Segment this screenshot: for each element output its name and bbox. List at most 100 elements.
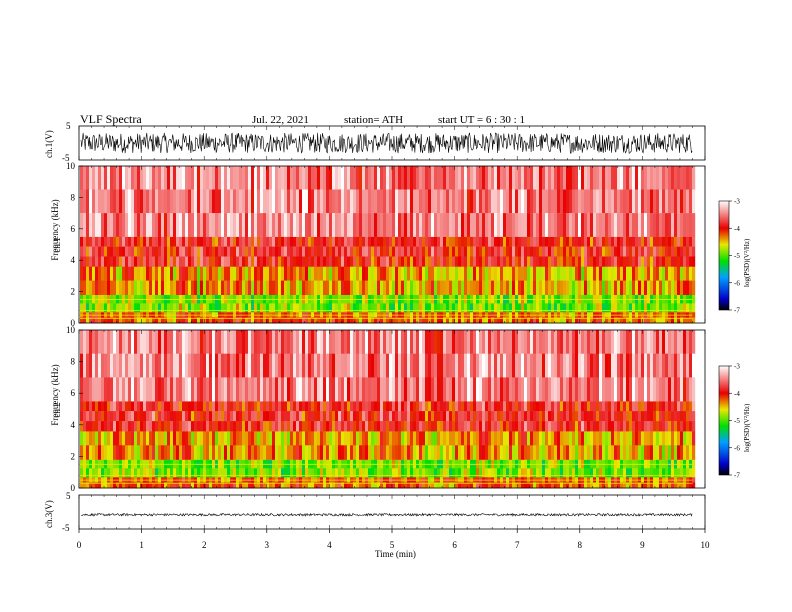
ch2-spectrogram-cell — [182, 421, 186, 432]
ch2-spectrogram-cell — [113, 482, 117, 489]
ch1-spectrogram-cell — [305, 266, 309, 281]
ch2-spectrogram-cell — [359, 411, 363, 422]
ch2-spectrogram-cell — [434, 431, 438, 446]
ch1-spectrogram-cell — [395, 256, 399, 267]
ch2-spectrogram-cell — [563, 468, 567, 478]
ch2-spectrogram-cell — [113, 353, 117, 378]
ch1-spectrogram-cell — [347, 303, 351, 313]
ch1-spectrogram-cell — [692, 236, 696, 247]
ch1-spectrogram-cell — [194, 303, 198, 313]
ch1-spectrogram-cell — [257, 266, 261, 281]
ch1-spectrogram-cell — [449, 189, 453, 214]
ch1-spectrogram-cell — [536, 246, 540, 257]
ch2-spectrogram-cell — [305, 431, 309, 446]
ch2-spectrogram-cell — [278, 353, 282, 378]
ch1-spectrogram-cell — [470, 246, 474, 257]
ch1-spectrogram-cell — [449, 166, 453, 190]
ch2-spectrogram-cell — [221, 401, 225, 412]
ch2-spectrogram-cell — [92, 445, 96, 460]
ch2-spectrogram-cell — [251, 401, 255, 412]
ch2-spectrogram-cell — [410, 411, 414, 422]
ch2-spectrogram-cell — [527, 445, 531, 460]
ch2-spectrogram-cell — [125, 468, 129, 478]
ch2-spectrogram-cell — [290, 411, 294, 422]
ch2-spectrogram-cell — [539, 482, 543, 489]
ch2-spectrogram-cell — [161, 330, 165, 354]
ch2-spectrogram-cell — [191, 468, 195, 478]
ch2-spectrogram-cell — [128, 353, 132, 378]
ch2-spectrogram-cell — [92, 468, 96, 478]
ch2-spectrogram-cell — [488, 411, 492, 422]
ch2-spectrogram-cell — [305, 401, 309, 412]
ch2-spectrogram-cell — [362, 468, 366, 478]
ch2-spectrogram-cell — [524, 421, 528, 432]
ch1-spectrogram-cell — [317, 189, 321, 214]
ch1-spectrogram-cell — [692, 213, 696, 237]
ch1-spectrogram-cell — [590, 256, 594, 267]
ch2-spectrogram-cell — [668, 421, 672, 432]
ch1-spectrogram-cell — [617, 317, 621, 324]
ch2-spectrogram-cell — [224, 445, 228, 460]
ch1-spectrogram-cell — [677, 303, 681, 313]
ch1-spectrogram-cell — [503, 213, 507, 237]
ch1-spectrogram-cell — [494, 189, 498, 214]
ch2-spectrogram-cell — [83, 431, 87, 446]
ch1-spectrogram-cell — [323, 189, 327, 214]
ch2-spectrogram-cell — [392, 482, 396, 489]
ch2-spectrogram-cell — [359, 330, 363, 354]
ch2-spectrogram-cell — [542, 482, 546, 489]
ch2-spectrogram-cell — [422, 445, 426, 460]
ch2-spectrogram-cell — [524, 445, 528, 460]
ch2-spectrogram-cell — [410, 353, 414, 378]
ch1-spectrogram-cell — [185, 166, 189, 190]
ch2-spectrogram-cell — [281, 421, 285, 432]
ch2-spectrogram-cell — [335, 377, 339, 402]
ch1-spectrogram-cell — [587, 280, 591, 295]
ch1-spectrogram-cell — [590, 246, 594, 257]
ch2-spectrogram-cell — [281, 411, 285, 422]
ch2-spectrogram-cell — [368, 431, 372, 446]
ch1-spectrogram-cell — [356, 280, 360, 295]
ch2-spectrogram-cell — [602, 377, 606, 402]
ch2-spectrogram-cell — [545, 411, 549, 422]
ch2-spectrogram-cell — [326, 468, 330, 478]
ch2-spectrogram-cell — [317, 377, 321, 402]
ch2-spectrogram-cell — [494, 431, 498, 446]
ch1-spectrogram-cell — [263, 303, 267, 313]
ch1-spectrogram-cell — [140, 213, 144, 237]
ch2-spectrogram-cell — [530, 411, 534, 422]
ch1-spectrogram-cell — [164, 246, 168, 257]
ch2-spectrogram-cell — [518, 330, 522, 354]
ch2-spectrogram-cell — [362, 445, 366, 460]
ch2-spectrogram-cell — [599, 330, 603, 354]
ch2-spectrogram-cell — [485, 330, 489, 354]
ch2-spectrogram-cell — [194, 377, 198, 402]
ch1-spectrogram-cell — [548, 166, 552, 190]
ch1-spectrogram-cell — [245, 256, 249, 267]
ch2-spectrogram-cell — [668, 353, 672, 378]
ch1-spectrogram-cell — [512, 266, 516, 281]
ch1-spectrogram-cell — [674, 236, 678, 247]
ch1-spectrogram-cell — [179, 280, 183, 295]
ch1-spectrogram-cell — [374, 266, 378, 281]
ch1-spectrogram-cell — [83, 266, 87, 281]
ch2-spectrogram-cell — [425, 445, 429, 460]
ch2-spectrogram-cell — [500, 421, 504, 432]
ch2-spectrogram-cell — [458, 468, 462, 478]
ch2-spectrogram-cell — [170, 431, 174, 446]
ch2-spectrogram-cell — [689, 353, 693, 378]
ch2-spectrogram-cell — [440, 377, 444, 402]
ch2-spectrogram-cell — [524, 377, 528, 402]
ch2-spectrogram-cell — [233, 468, 237, 478]
ch1-spectrogram-cell — [479, 213, 483, 237]
ch2-spectrogram-cell — [365, 411, 369, 422]
ch1-spectrogram-cell — [506, 266, 510, 281]
ch2-spectrogram-cell — [185, 411, 189, 422]
ch1-spectrogram-cell — [662, 166, 666, 190]
ch2-spectrogram-cell — [113, 468, 117, 478]
ch2-spectrogram-cell — [374, 411, 378, 422]
ch1-spectrogram-cell — [359, 266, 363, 281]
ch1-spectrogram-cell — [578, 236, 582, 247]
ch1-spectrogram-cell — [347, 317, 351, 324]
ch2-spectrogram-cell — [371, 377, 375, 402]
